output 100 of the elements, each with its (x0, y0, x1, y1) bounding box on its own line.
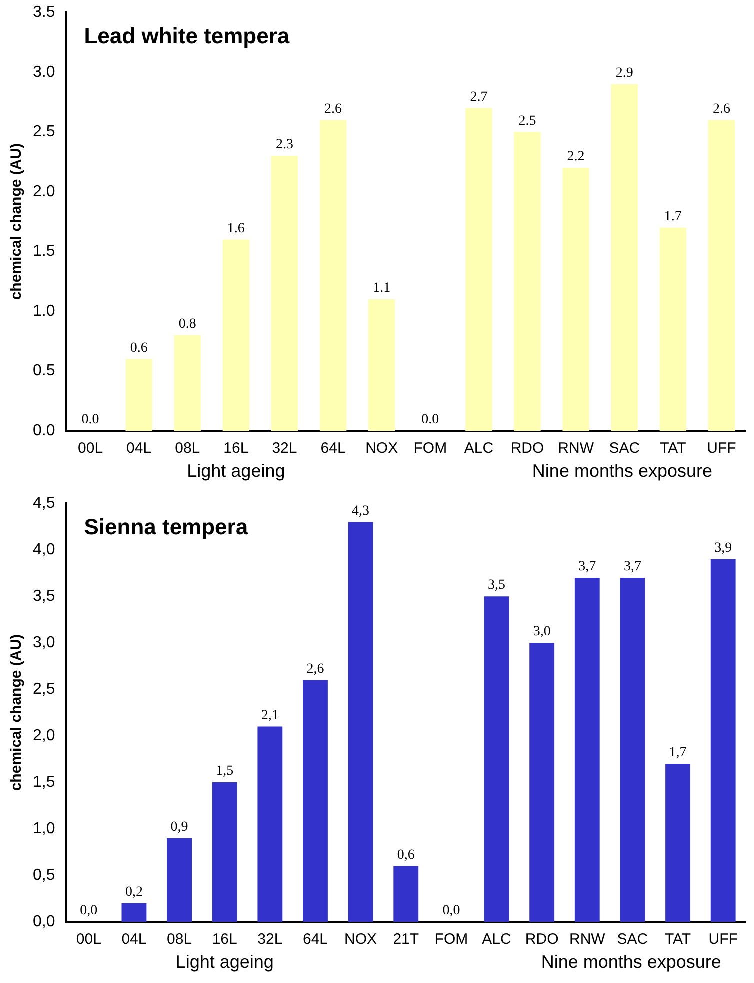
y-tick-label: 3.0 (32, 64, 56, 81)
x-tick-label: 64L (320, 440, 346, 458)
bar (660, 228, 687, 431)
x-tick-label: 16L (224, 440, 249, 458)
y-tick-label: 2.5 (32, 124, 56, 141)
x-tick-label: 21T (393, 931, 420, 948)
x-tick-label: TAT (664, 931, 692, 948)
x-tick-label: 64L (302, 931, 328, 948)
x-tick-label: 16L (212, 931, 238, 948)
y-tick-label: 1.0 (32, 302, 56, 320)
data-label: 1,7 (669, 746, 687, 761)
bar (167, 838, 192, 922)
bar (368, 300, 396, 431)
bar (466, 108, 492, 431)
bar (212, 782, 238, 922)
y-tick-label: 3,0 (32, 634, 56, 652)
data-label: 2.5 (518, 114, 536, 129)
data-label: 2.3 (276, 138, 294, 153)
x-tick-label: 32L (258, 931, 283, 948)
data-label: 0.0 (82, 412, 100, 428)
bar (530, 643, 555, 922)
bar (258, 726, 283, 922)
x-tick-label: TAT (660, 440, 686, 458)
x-tick-label: RDO (510, 440, 544, 458)
x-tick-label: 32L (272, 440, 298, 458)
x-tick-label: 00L (76, 931, 102, 948)
data-label: 0,6 (397, 848, 415, 863)
y-tick-label: 0,0 (32, 913, 56, 930)
data-label: 0,0 (442, 904, 460, 919)
data-label: 3,9 (714, 541, 732, 556)
x-tick-label: SAC (617, 931, 648, 948)
y-tick-label: 3,5 (32, 588, 56, 605)
data-label: 2.7 (470, 90, 488, 105)
bar (514, 132, 541, 431)
bar (611, 84, 638, 431)
x-tick-label: ALC (482, 931, 512, 948)
y-axis-title: chemical change (AU) (8, 143, 26, 300)
x-tick-label: 04L (126, 440, 152, 458)
x-tick-label: 08L (167, 931, 192, 948)
y-tick-label: 2,5 (32, 680, 56, 698)
data-label: 2,1 (261, 708, 279, 724)
data-label: 0.6 (130, 340, 148, 356)
data-label: 2.6 (712, 102, 730, 117)
x-tick-label: SAC (609, 440, 640, 458)
x-tick-label: UFF (707, 440, 736, 458)
x-tick-label: 04L (122, 931, 147, 948)
y-tick-label: 2.0 (32, 183, 56, 200)
x-tick-label: RDO (525, 931, 559, 948)
bar (562, 168, 590, 431)
data-label: 2.6 (324, 102, 342, 117)
y-tick-label: 4,0 (32, 541, 56, 558)
data-label: 1.7 (664, 209, 682, 224)
data-label: 3,7 (578, 560, 596, 575)
bar (174, 335, 201, 431)
x-tick-label: FOM (414, 440, 448, 458)
bar (126, 359, 152, 431)
data-label: 3,7 (624, 560, 642, 575)
text: Light ageing (187, 460, 286, 481)
data-label: 1,5 (216, 764, 234, 780)
x-tick-label: NOX (366, 440, 398, 458)
bar (574, 578, 600, 922)
y-tick-label: 0.0 (32, 422, 56, 440)
data-label: 2.2 (567, 150, 585, 165)
y-tick-label: 1.5 (32, 243, 56, 260)
bar (122, 903, 147, 922)
data-label: 4,3 (352, 504, 370, 519)
data-label: 0.0 (422, 412, 440, 428)
bar (320, 120, 347, 431)
text: Light ageing (176, 952, 274, 972)
bar (620, 578, 646, 922)
bar (303, 680, 328, 922)
text: Nine months exposure (541, 952, 722, 972)
bar (666, 764, 690, 922)
text: Nine months exposure (532, 460, 713, 481)
y-tick-label: 1,0 (32, 820, 56, 838)
bar (394, 866, 419, 922)
data-label: 0,2 (125, 885, 143, 900)
bar (348, 522, 374, 922)
data-label: 0.8 (178, 317, 196, 332)
data-label: 3,0 (533, 624, 551, 640)
x-tick-label: RNW (569, 931, 606, 948)
text: Sienna tempera (84, 514, 249, 540)
bar (710, 559, 736, 922)
y-tick-label: 1,5 (32, 774, 56, 791)
y-axis-title: chemical change (AU) (8, 634, 26, 792)
y-tick-label: 4,5 (32, 495, 56, 512)
bar (708, 120, 736, 431)
data-label: 1.6 (227, 221, 245, 236)
bar (222, 240, 250, 431)
data-label: 0,0 (80, 904, 98, 919)
data-label: 2,6 (306, 662, 324, 677)
data-label: 3,5 (488, 578, 506, 594)
y-tick-label: 3.5 (32, 4, 56, 22)
data-label: 1.1 (373, 281, 391, 296)
x-tick-label: NOX (344, 931, 378, 948)
x-tick-label: UFF (708, 931, 738, 948)
data-label: 0,9 (170, 820, 188, 835)
data-label: 2.9 (616, 66, 634, 81)
x-tick-label: ALC (464, 440, 494, 458)
x-tick-label: 08L (175, 440, 200, 458)
